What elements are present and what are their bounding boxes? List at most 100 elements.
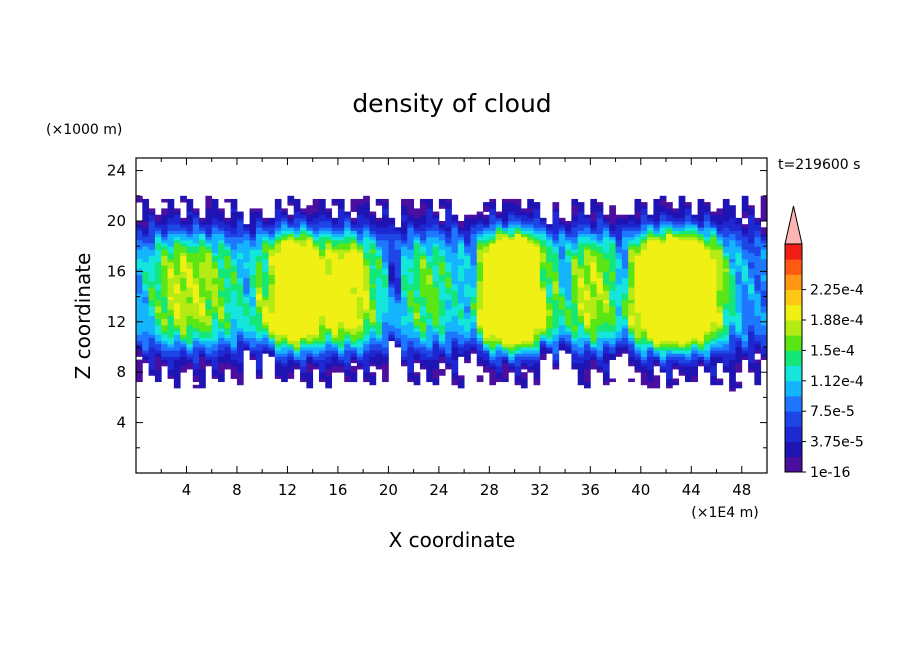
- density-cell: [470, 243, 478, 247]
- density-cell: [262, 236, 269, 241]
- density-cell: [666, 230, 673, 234]
- density-cell: [514, 378, 522, 383]
- density-cell: [318, 334, 326, 338]
- density-cell: [621, 328, 629, 332]
- density-cell: [703, 277, 711, 282]
- density-cell: [419, 334, 427, 338]
- density-cell: [514, 233, 522, 238]
- density-cell: [666, 324, 673, 329]
- density-cell: [199, 356, 206, 360]
- density-cell: [325, 274, 333, 279]
- density-cell: [558, 274, 566, 279]
- density-cell: [565, 302, 572, 307]
- density-cell: [432, 214, 440, 219]
- density-cell: [356, 312, 364, 316]
- density-cell: [584, 328, 591, 332]
- density-cell: [495, 353, 503, 357]
- density-cell: [634, 261, 642, 266]
- density-cell: [495, 239, 503, 244]
- density-cell: [489, 252, 497, 257]
- density-cell: [438, 246, 446, 250]
- density-cell: [457, 381, 465, 386]
- density-cell: [224, 271, 232, 275]
- density-cell: [684, 211, 692, 216]
- density-cell: [476, 252, 484, 257]
- density-cell: [514, 359, 522, 364]
- density-cell: [584, 350, 591, 354]
- density-cell: [186, 255, 194, 260]
- density-cell: [293, 306, 301, 310]
- density-cell: [722, 284, 730, 288]
- density-cell: [312, 290, 320, 294]
- density-cell: [647, 369, 654, 373]
- density-cell: [577, 312, 585, 316]
- density-cell: [274, 239, 282, 244]
- density-cell: [508, 239, 515, 244]
- density-cell: [287, 202, 295, 206]
- density-cell: [426, 350, 433, 354]
- density-cell: [678, 331, 686, 335]
- density-cell: [640, 309, 648, 313]
- density-cell: [647, 384, 654, 389]
- density-cell: [432, 312, 440, 316]
- density-cell: [230, 328, 238, 332]
- density-cell: [211, 315, 219, 320]
- density-cell: [659, 239, 667, 244]
- density-cell: [527, 337, 534, 342]
- density-cell: [520, 378, 528, 383]
- density-cell: [306, 243, 314, 247]
- density-cell: [224, 277, 232, 282]
- density-cell: [186, 312, 194, 316]
- density-cell: [337, 318, 345, 323]
- density-cell: [407, 350, 415, 354]
- density-cell: [318, 284, 326, 288]
- density-cell: [142, 280, 150, 285]
- density-cell: [318, 328, 326, 332]
- density-cell: [451, 334, 459, 338]
- density-cell: [451, 302, 459, 307]
- density-cell: [192, 318, 200, 323]
- density-cell: [552, 350, 560, 354]
- density-cell: [167, 299, 175, 304]
- density-cell: [363, 343, 370, 348]
- density-cell: [621, 312, 629, 316]
- density-cell: [451, 246, 459, 250]
- density-cell: [236, 296, 244, 301]
- density-cell: [697, 287, 705, 291]
- density-cell: [596, 299, 604, 304]
- density-cell: [382, 255, 389, 260]
- density-cell: [716, 321, 724, 326]
- density-cell: [438, 359, 446, 364]
- density-cell: [533, 271, 541, 275]
- density-cell: [180, 255, 187, 260]
- density-cell: [148, 233, 156, 238]
- density-cell: [495, 334, 503, 338]
- density-cell: [249, 217, 257, 222]
- density-cell: [552, 268, 560, 272]
- chart-title: density of cloud: [352, 89, 551, 118]
- density-cell: [142, 258, 150, 263]
- density-cell: [363, 365, 370, 370]
- density-cell: [407, 277, 415, 282]
- density-cell: [722, 312, 730, 316]
- density-cell: [255, 350, 263, 354]
- density-cell: [577, 208, 585, 212]
- density-cell: [520, 243, 528, 247]
- density-cell: [533, 312, 541, 316]
- density-cell: [281, 372, 288, 376]
- density-cell: [615, 290, 623, 294]
- density-cell: [325, 369, 333, 373]
- density-cell: [546, 227, 553, 231]
- density-cell: [173, 268, 181, 272]
- density-cell: [243, 284, 250, 288]
- density-cell: [154, 362, 162, 367]
- density-cell: [438, 290, 446, 294]
- density-cell: [678, 284, 686, 288]
- density-cell: [501, 290, 509, 294]
- density-cell: [136, 252, 143, 257]
- density-cell: [729, 312, 736, 316]
- density-cell: [167, 233, 175, 238]
- density-cell: [558, 224, 566, 228]
- density-cell: [249, 246, 257, 250]
- density-cell: [205, 252, 213, 257]
